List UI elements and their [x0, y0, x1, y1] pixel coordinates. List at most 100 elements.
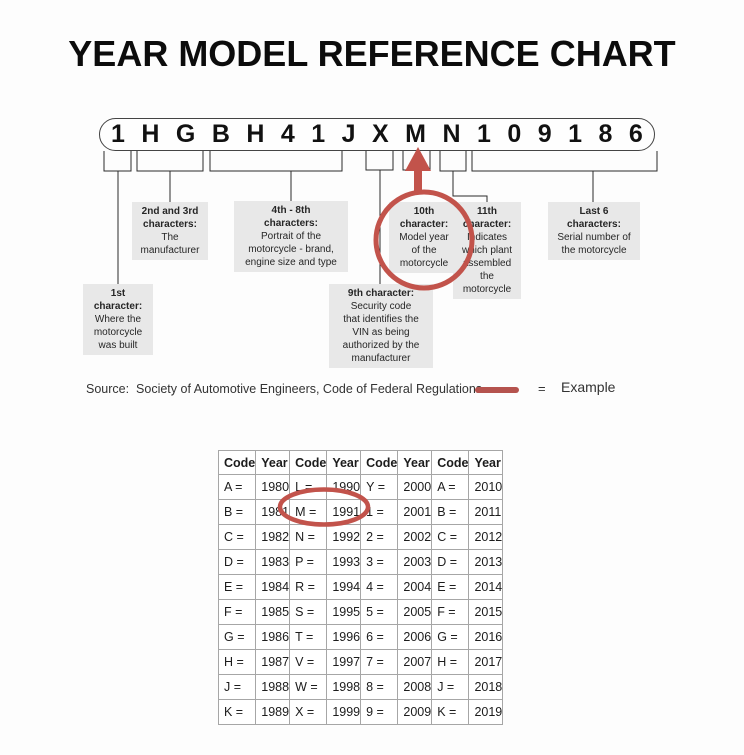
year-cell: 2012 [468, 524, 504, 550]
code-cell: J = [431, 674, 470, 700]
vin-char: J [341, 120, 356, 148]
code-cell: D = [217, 549, 257, 575]
callout-title: 2nd and 3rd characters: [141, 206, 199, 230]
callout-body: Portrait of the motorcycle - brand, engi… [245, 231, 337, 268]
code-cell: L = [289, 474, 328, 500]
code-cell: 2 = [360, 524, 399, 550]
vin-char: B [211, 120, 230, 148]
table-row: F = 1985 S = 1995 5 = 2005 F = 2015 [217, 599, 504, 625]
year-cell: 1994 [326, 574, 362, 600]
code-cell: S = [289, 599, 328, 625]
code-cell: G = [431, 624, 470, 650]
callout-9th-character: 9th character: Security code that identi… [329, 284, 433, 368]
vin-char: 1 [477, 120, 491, 148]
year-cell: 2010 [468, 474, 504, 500]
year-cell: 1988 [255, 674, 291, 700]
table-row: B = 1981 M = 1991 1 = 2001 B = 2011 [217, 499, 504, 525]
callout-body: The manufacturer [140, 232, 200, 256]
code-cell: E = [431, 574, 470, 600]
callout-1st-character: 1st character: Where the motorcycle was … [83, 284, 153, 355]
year-cell: 2017 [468, 649, 504, 675]
column-header: Code [360, 450, 399, 475]
code-cell: K = [431, 699, 470, 725]
code-cell: 3 = [360, 549, 399, 575]
table-header-row: Code Year Code Year Code Year Code Year [217, 450, 504, 475]
year-cell: 2013 [468, 549, 504, 575]
table-row: A = 1980 L = 1990 Y = 2000 A = 2010 [217, 474, 504, 500]
vin-char: 0 [507, 120, 522, 148]
year-cell: 1996 [326, 624, 362, 650]
year-cell: 1982 [255, 524, 291, 550]
year-cell: 1986 [255, 624, 291, 650]
code-cell: J = [217, 674, 257, 700]
code-cell: V = [289, 649, 328, 675]
year-cell: 1993 [326, 549, 362, 575]
code-cell: B = [431, 499, 470, 525]
table-row: J = 1988 W = 1998 8 = 2008 J = 2018 [217, 674, 504, 700]
bracket-11th-char [439, 151, 467, 172]
year-cell: 2014 [468, 574, 504, 600]
year-cell: 2015 [468, 599, 504, 625]
year-code-table-body: A = 1980 L = 1990 Y = 2000 A = 2010 B = 1981 M = 19… [217, 474, 504, 725]
code-cell: 6 = [360, 624, 399, 650]
code-cell: 9 = [360, 699, 399, 725]
code-cell: K = [217, 699, 257, 725]
callout-body: Serial number of the motorcycle [557, 232, 631, 256]
table-row: H = 1987 V = 1997 7 = 2007 H = 2017 [217, 649, 504, 675]
connector-11th-char [452, 171, 488, 202]
code-cell: F = [217, 599, 257, 625]
code-cell: D = [431, 549, 470, 575]
year-cell: 2002 [397, 524, 433, 550]
code-cell: Y = [360, 474, 399, 500]
callout-10th-character: 10th character: Model year of the motorc… [389, 202, 459, 273]
year-cell: 2011 [468, 499, 504, 525]
vin-char: 9 [537, 120, 552, 148]
callout-title: 1st character: [93, 288, 143, 312]
year-cell: 1995 [326, 599, 362, 625]
vin-char: 1 [311, 120, 326, 148]
code-cell: R = [289, 574, 328, 600]
year-cell: 2007 [397, 649, 433, 675]
year-cell: 2004 [397, 574, 433, 600]
table-row: G = 1986 T = 1996 6 = 2006 G = 2016 [217, 624, 504, 650]
code-cell: M = [289, 499, 328, 525]
vin-char: 1 [111, 120, 125, 148]
table-row: C = 1982 N = 1992 2 = 2002 C = 2012 [217, 524, 504, 550]
year-cell: 2003 [397, 549, 433, 575]
year-cell: 2006 [397, 624, 433, 650]
year-cell: 2018 [468, 674, 504, 700]
callout-title: 11th character: [462, 206, 512, 230]
callout-11th-character: 11th character: Indicates which plant as… [453, 202, 521, 299]
vin-char: 8 [598, 120, 613, 148]
code-cell: 8 = [360, 674, 399, 700]
bracket-2nd-3rd-chars [136, 151, 204, 172]
year-cell: 1983 [255, 549, 291, 575]
year-cell: 1989 [255, 699, 291, 725]
year-cell: 1987 [255, 649, 291, 675]
year-cell: 1990 [326, 474, 362, 500]
year-cell: 1999 [326, 699, 362, 725]
year-cell: 1991 [326, 499, 362, 525]
year-cell: 1984 [255, 574, 291, 600]
callout-title: 10th character: [399, 206, 449, 230]
table-row: D = 1983 P = 1993 3 = 2003 D = 2013 [217, 549, 504, 575]
code-cell: N = [289, 524, 328, 550]
legend-equals-sign: = [538, 381, 546, 396]
column-header: Year [397, 450, 433, 475]
vin-char: 4 [280, 120, 295, 148]
vin-char: X [372, 120, 389, 148]
legend-label: Example [561, 379, 616, 395]
year-cell: 2019 [468, 699, 504, 725]
code-cell: A = [431, 474, 470, 500]
code-cell: 5 = [360, 599, 399, 625]
bracket-9th-char [365, 151, 394, 171]
column-header: Year [326, 450, 362, 475]
year-cell: 1992 [326, 524, 362, 550]
column-header: Code [289, 450, 328, 475]
code-cell: A = [217, 474, 257, 500]
year-code-table: Code Year Code Year Code Year Code Year … [217, 450, 504, 725]
vin-char: G [175, 120, 196, 148]
vin-char: N [442, 120, 461, 148]
source-note: Source: Society of Automotive Engineers,… [86, 382, 483, 396]
